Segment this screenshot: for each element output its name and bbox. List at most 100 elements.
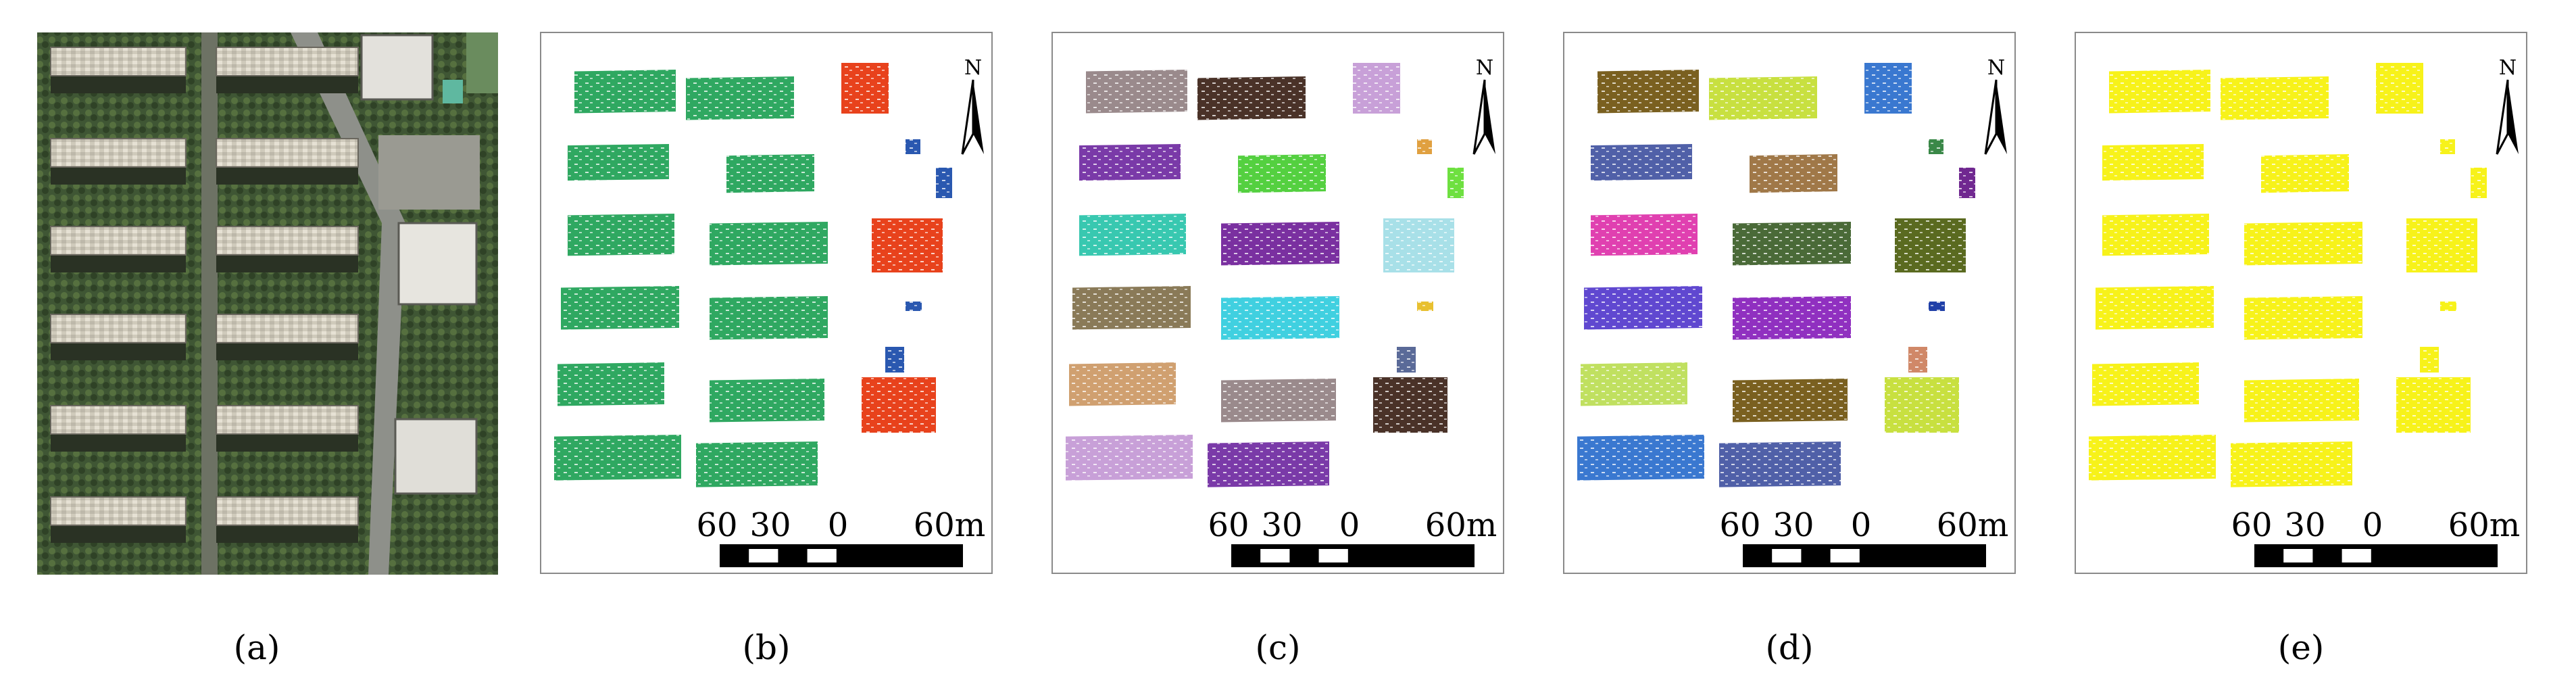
scale-label: 60 bbox=[1208, 506, 1249, 544]
building-texture bbox=[1447, 168, 1464, 198]
panel-c-caption: (c) bbox=[1255, 628, 1300, 667]
building-texture bbox=[1079, 214, 1186, 256]
building-texture bbox=[1069, 362, 1176, 406]
building-texture bbox=[1066, 435, 1193, 481]
building-texture bbox=[568, 214, 674, 256]
building-texture bbox=[1221, 296, 1339, 340]
building-texture bbox=[1221, 379, 1336, 423]
building-texture bbox=[2244, 222, 2362, 266]
aerial-row-house bbox=[216, 47, 359, 76]
building-texture bbox=[696, 441, 818, 487]
building-texture bbox=[2406, 218, 2477, 272]
north-label: N bbox=[964, 56, 982, 80]
panel-e-caption: (e) bbox=[2278, 628, 2325, 667]
scale-label: 60 bbox=[696, 506, 737, 544]
building-texture bbox=[2440, 139, 2455, 154]
building-texture bbox=[2376, 63, 2423, 114]
building-texture bbox=[2231, 441, 2352, 487]
aerial-row-house bbox=[50, 47, 187, 76]
building-texture bbox=[1197, 76, 1306, 120]
scale-label: 60m bbox=[914, 506, 986, 544]
building-texture bbox=[1072, 286, 1191, 330]
building-texture bbox=[2109, 70, 2210, 114]
building-texture bbox=[841, 63, 889, 114]
panel-c-map: N 60 30 0 60m (c) bbox=[1051, 32, 1504, 667]
building-texture bbox=[710, 222, 828, 266]
building-texture bbox=[1581, 362, 1687, 406]
building-texture bbox=[1908, 347, 1927, 373]
building-texture bbox=[906, 302, 922, 311]
building-texture bbox=[2244, 379, 2359, 423]
aerial-row-house bbox=[216, 138, 359, 168]
building-texture bbox=[2221, 76, 2329, 120]
scale-label: 0 bbox=[1339, 506, 1360, 544]
aerial-water bbox=[466, 32, 498, 93]
scale-label: 30 bbox=[1773, 506, 1814, 544]
north-label: N bbox=[1476, 56, 1493, 80]
building-texture bbox=[2420, 347, 2439, 373]
building-texture bbox=[936, 168, 952, 198]
aerial-row-house bbox=[50, 226, 187, 256]
north-arrow-icon bbox=[961, 79, 984, 155]
scale-label: 60m bbox=[2448, 506, 2521, 544]
building-texture bbox=[1353, 63, 1400, 114]
building-texture bbox=[561, 286, 679, 330]
scale-label: 60m bbox=[1425, 506, 1497, 544]
building-texture bbox=[2092, 362, 2199, 406]
north-label: N bbox=[2499, 56, 2517, 80]
scale-label: 60m bbox=[1937, 506, 2009, 544]
building-texture bbox=[1719, 441, 1841, 487]
building-texture bbox=[1417, 139, 1432, 154]
building-texture bbox=[1238, 154, 1326, 193]
building-texture bbox=[1733, 296, 1851, 340]
building-texture bbox=[1597, 70, 1699, 114]
building-texture bbox=[2244, 296, 2362, 340]
north-arrow-icon bbox=[1984, 79, 2007, 155]
panel-e-map: N 60 30 0 60m (e) bbox=[2075, 32, 2527, 667]
building-texture bbox=[2261, 154, 2349, 193]
scale-label: 0 bbox=[2362, 506, 2383, 544]
panel-d-map: N 60 30 0 60m (d) bbox=[1563, 32, 2016, 667]
aerial-pool bbox=[443, 80, 463, 103]
building-texture bbox=[574, 70, 676, 114]
building-texture bbox=[1864, 63, 1912, 114]
aerial-row-house bbox=[216, 314, 359, 343]
scale-bar: 60 30 0 60m bbox=[1719, 506, 2008, 567]
north-arrow-icon bbox=[2496, 79, 2519, 155]
building-texture bbox=[554, 435, 681, 481]
building-texture bbox=[906, 139, 920, 154]
building-texture bbox=[710, 296, 828, 340]
building-texture bbox=[2096, 286, 2214, 330]
building-texture bbox=[1079, 144, 1181, 181]
scale-bar: 60 30 0 60m bbox=[2231, 506, 2520, 567]
aerial-row-house bbox=[50, 138, 187, 168]
aerial-road bbox=[291, 32, 405, 575]
aerial-tower bbox=[394, 418, 478, 495]
scale-bar: 60 30 0 60m bbox=[696, 506, 985, 567]
aerial-row-house bbox=[50, 405, 187, 435]
aerial-road-vertical bbox=[201, 32, 218, 575]
building-texture bbox=[1208, 441, 1329, 487]
panel-d-caption: (d) bbox=[1765, 628, 1813, 667]
north-arrow-icon bbox=[1472, 79, 1495, 155]
building-texture bbox=[2102, 144, 2204, 181]
building-texture bbox=[1750, 154, 1837, 193]
north-label: N bbox=[1987, 56, 2005, 80]
building-texture bbox=[710, 379, 824, 423]
building-texture bbox=[1733, 222, 1851, 266]
aerial-row-house bbox=[50, 496, 187, 526]
panel-a-aerial-image bbox=[37, 32, 498, 575]
building-maps: N 60 30 0 60m (b) N 60 30 0 60m (c) N 60 30 0 60m (d) N 60 3… bbox=[540, 32, 2527, 667]
building-texture bbox=[1959, 168, 1975, 198]
building-texture bbox=[1373, 377, 1447, 433]
building-texture bbox=[1584, 286, 1702, 330]
building-texture bbox=[885, 347, 904, 373]
building-texture bbox=[1885, 377, 1959, 433]
aerial-buildings-left bbox=[50, 47, 359, 543]
building-texture bbox=[1417, 302, 1433, 311]
building-texture bbox=[2471, 168, 2487, 198]
building-texture bbox=[1929, 302, 1945, 311]
aerial-tower bbox=[360, 34, 434, 101]
scale-label: 60 bbox=[1719, 506, 1760, 544]
